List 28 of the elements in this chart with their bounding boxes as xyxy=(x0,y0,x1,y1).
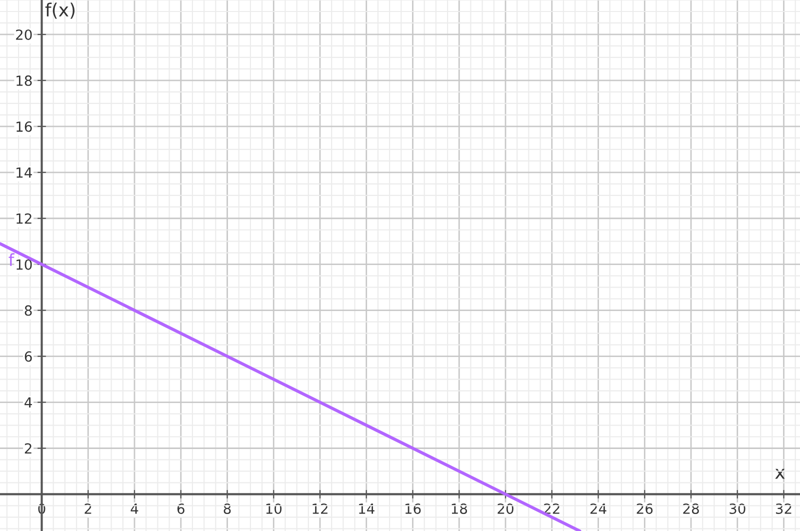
y-tick-label: 18 xyxy=(16,75,32,86)
y-tick-label: 12 xyxy=(16,213,32,224)
y-tick-label: 16 xyxy=(16,121,32,132)
y-tick-label: 2 xyxy=(24,443,32,454)
x-tick-label: 8 xyxy=(224,503,231,514)
x-tick-label: 32 xyxy=(776,503,792,514)
x-tick-label: 20 xyxy=(498,503,514,514)
series-label: f xyxy=(8,253,15,266)
x-tick-label: 30 xyxy=(730,503,746,514)
x-tick-label: 24 xyxy=(590,503,606,514)
y-tick-label: 6 xyxy=(24,351,32,362)
y-tick-label: 14 xyxy=(16,168,32,178)
x-tick-label: 6 xyxy=(177,503,184,514)
y-tick-label: 8 xyxy=(24,305,32,316)
y-tick-label: 4 xyxy=(24,397,32,408)
x-tick-label: 12 xyxy=(312,503,328,514)
x-axis-title: x xyxy=(775,468,785,479)
x-tick-label: 16 xyxy=(405,503,421,514)
x-tick-label: 26 xyxy=(636,503,653,514)
y-tick-label: 20 xyxy=(16,29,32,40)
x-tick-label: 4 xyxy=(130,504,138,514)
x-tick-label: 14 xyxy=(359,504,374,514)
x-tick-label: 28 xyxy=(683,503,699,514)
x-tick-label: 18 xyxy=(452,503,468,514)
x-tick-label: 10 xyxy=(266,503,282,514)
x-tick-label: 2 xyxy=(84,503,92,514)
y-axis-title: f(x) xyxy=(45,2,75,19)
y-tick-label: 10 xyxy=(16,259,32,270)
